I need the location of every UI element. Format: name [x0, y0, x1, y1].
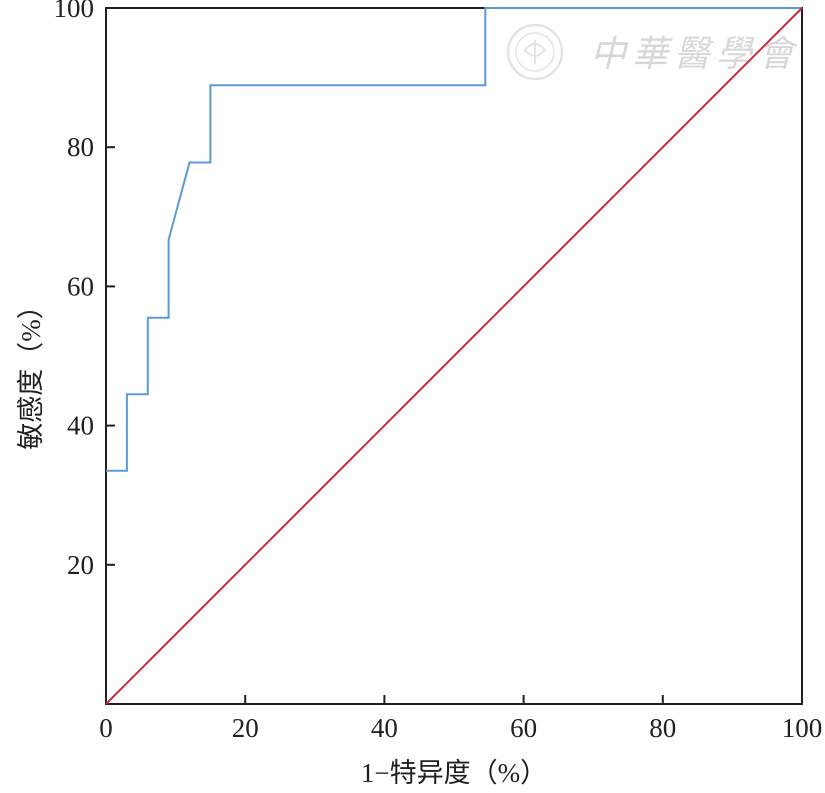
roc-curve-line [106, 7, 802, 472]
x-axis-label: 1−特异度（%） [361, 758, 547, 788]
y-tick-label: 20 [67, 550, 94, 580]
y-tick-label: 60 [67, 271, 94, 301]
x-tick-label: 0 [99, 713, 113, 743]
seal-logo-icon [506, 23, 564, 81]
x-tick-label: 20 [232, 713, 259, 743]
x-tick-label: 60 [510, 713, 537, 743]
y-tick-label: 40 [67, 411, 94, 441]
x-tick-label: 100 [782, 713, 823, 743]
reference-diagonal-line [105, 7, 803, 705]
y-axis-label: 敏感度（%） [16, 292, 46, 450]
y-tick-label: 80 [67, 132, 94, 162]
series-layer [105, 7, 803, 705]
x-tick-label: 40 [371, 713, 398, 743]
axis-ticks: 0 20 40 60 80 100 20 40 60 80 100 [54, 0, 823, 743]
plot-frame [105, 7, 803, 705]
watermark-text: 中華醫學會 [590, 34, 800, 75]
x-tick-label: 80 [649, 713, 676, 743]
y-tick-label: 100 [54, 0, 95, 23]
